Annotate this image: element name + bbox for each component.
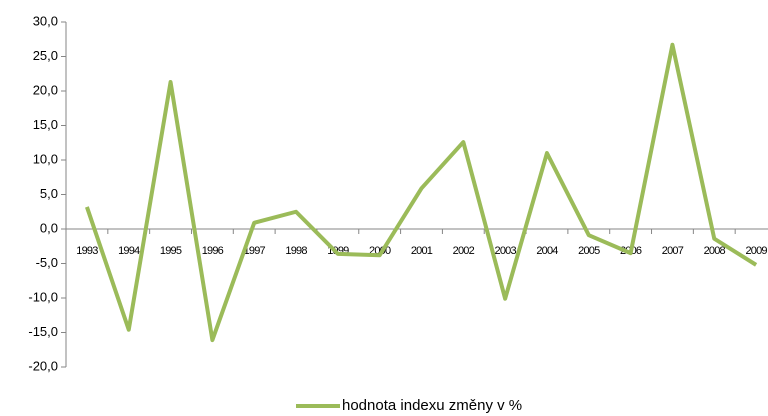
- y-tick-label: 0,0: [40, 220, 58, 235]
- x-tick-label: 1998: [285, 245, 307, 257]
- legend-label: hodnota indexu změny v %: [342, 397, 522, 414]
- y-tick-label: 30,0: [33, 13, 58, 28]
- y-tick-label: 10,0: [33, 151, 58, 166]
- x-tick-label: 2003: [495, 245, 517, 257]
- x-tick-label: 2008: [704, 245, 726, 257]
- data-line: [85, 42, 758, 343]
- y-tick-label: -15,0: [28, 324, 58, 339]
- x-tick-label: 2005: [578, 245, 600, 257]
- x-tick-label: 1997: [244, 245, 266, 257]
- y-tick-label: -10,0: [28, 289, 58, 304]
- y-tick-label: -5,0: [36, 255, 58, 270]
- y-tick-label: 20,0: [33, 82, 58, 97]
- x-tick-label: 1994: [118, 245, 140, 257]
- y-tick-label: 5,0: [40, 186, 58, 201]
- y-tick-label: 15,0: [33, 117, 58, 132]
- x-tick-label: 2001: [411, 245, 433, 257]
- x-tick-label: 2002: [453, 245, 475, 257]
- y-tick-label: -20,0: [28, 358, 58, 373]
- x-tick-label: 2004: [536, 245, 558, 257]
- x-tick-label: 1996: [202, 245, 224, 257]
- x-tick-label: 1995: [160, 245, 182, 257]
- x-tick-label: 2009: [745, 245, 767, 257]
- x-tick-label: 2007: [662, 245, 684, 257]
- y-tick-label: 25,0: [33, 48, 58, 63]
- x-tick-label: 1993: [76, 245, 98, 257]
